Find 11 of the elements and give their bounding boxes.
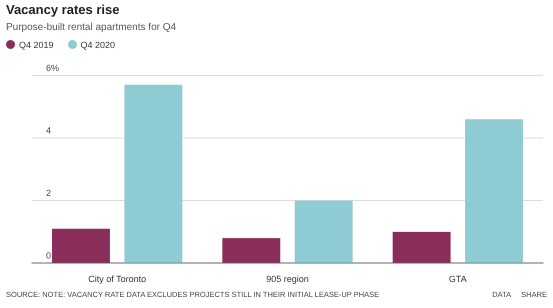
- x-tick-label: City of Toronto: [88, 274, 146, 284]
- y-tick-label: 6%: [46, 62, 60, 73]
- legend-label: Q4 2019: [18, 40, 54, 50]
- y-tick-label: 2: [46, 188, 52, 198]
- y-tick-label: 0: [46, 250, 52, 261]
- chart-title: Vacancy rates rise: [6, 2, 120, 17]
- x-tick-label: GTA: [448, 274, 467, 284]
- legend-label: Q4 2020: [80, 40, 116, 50]
- x-tick-label: 905 region: [266, 274, 309, 284]
- chart-subtitle: Purpose-built rental apartments for Q4: [6, 22, 176, 33]
- y-tick-label: 4: [46, 125, 52, 136]
